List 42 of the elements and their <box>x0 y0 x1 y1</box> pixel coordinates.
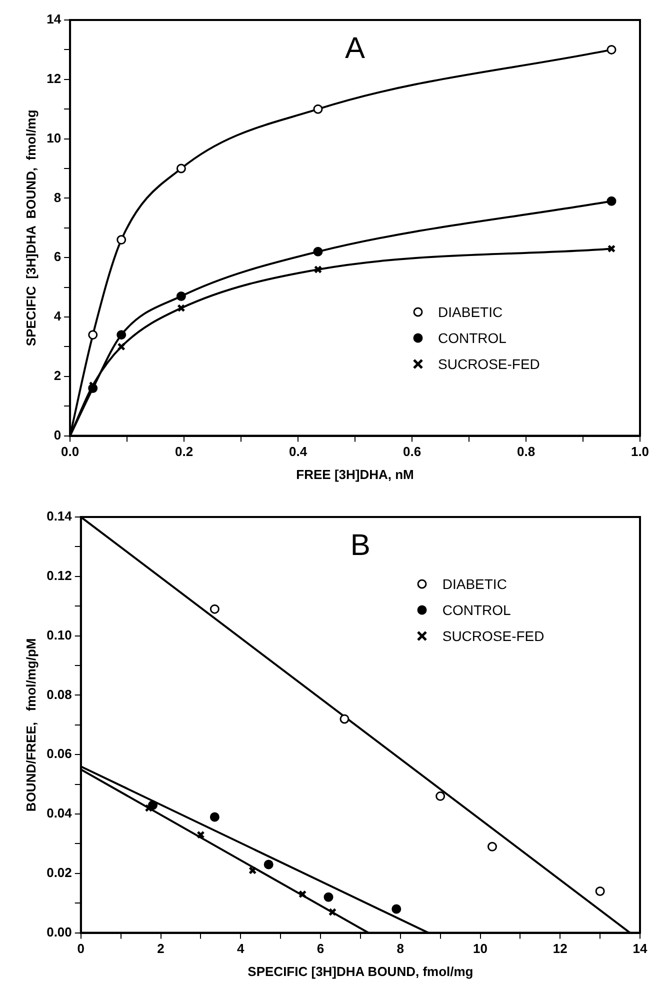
y-tick-label: 0.14 <box>46 508 73 524</box>
chart-title: A <box>345 32 366 66</box>
y-tick-label: 12 <box>46 70 62 86</box>
x-tick-label: 0.6 <box>402 444 422 460</box>
x-tick-label: 6 <box>316 941 324 956</box>
x-tick-label: 0.8 <box>516 444 536 460</box>
y-tick-label: 0.02 <box>46 864 72 880</box>
y-tick-label: 10 <box>46 130 62 146</box>
x-tick-label: 0.2 <box>175 444 194 460</box>
x-tick-label: 4 <box>237 941 246 956</box>
legend-label: DIABETIC <box>442 576 507 592</box>
x-tick-label: 0.0 <box>61 444 80 460</box>
y-tick-label: 6 <box>54 249 62 264</box>
x-tick-label: 14 <box>632 941 648 956</box>
x-axis-title: SPECIFIC [3H]DHA BOUND, fmol/mg <box>248 964 474 979</box>
legend-label: CONTROL <box>438 330 506 346</box>
x-tick-label: 8 <box>396 941 404 956</box>
y-tick-label: 14 <box>46 12 62 27</box>
x-tick-label: 0.4 <box>288 444 308 460</box>
x-tick-label: 12 <box>552 941 568 956</box>
y-tick-label: 0.08 <box>46 686 72 702</box>
y-axis-title: SPECIFIC [3H]DHA BOUND, fmol/mg <box>23 110 38 346</box>
legend-label: CONTROL <box>442 602 511 618</box>
x-tick-label: 2 <box>157 941 164 956</box>
y-tick-label: 8 <box>54 190 62 205</box>
chart-title: B <box>350 529 370 563</box>
x-tick-label: 10 <box>473 941 488 956</box>
legend-label: SUCROSE-FED <box>442 628 544 644</box>
y-tick-label: 0.00 <box>46 924 72 940</box>
y-axis-title: BOUND/FREE, fmol/mg/pM <box>23 638 38 812</box>
x-tick-label: 0 <box>77 941 85 956</box>
y-tick-label: 2 <box>54 368 62 383</box>
x-axis-title: FREE [3H]DHA, nM <box>296 466 414 482</box>
legend-label: SUCROSE-FED <box>438 356 540 372</box>
y-tick-label: 4 <box>54 308 62 324</box>
y-tick-label: 0.12 <box>46 568 72 583</box>
y-tick-label: 0.10 <box>46 627 72 642</box>
y-tick-label: 0 <box>54 427 62 442</box>
x-tick-label: 1.0 <box>630 444 650 460</box>
y-tick-label: 0.06 <box>46 746 72 762</box>
y-tick-label: 0.04 <box>46 806 73 821</box>
legend-label: DIABETIC <box>438 304 503 320</box>
